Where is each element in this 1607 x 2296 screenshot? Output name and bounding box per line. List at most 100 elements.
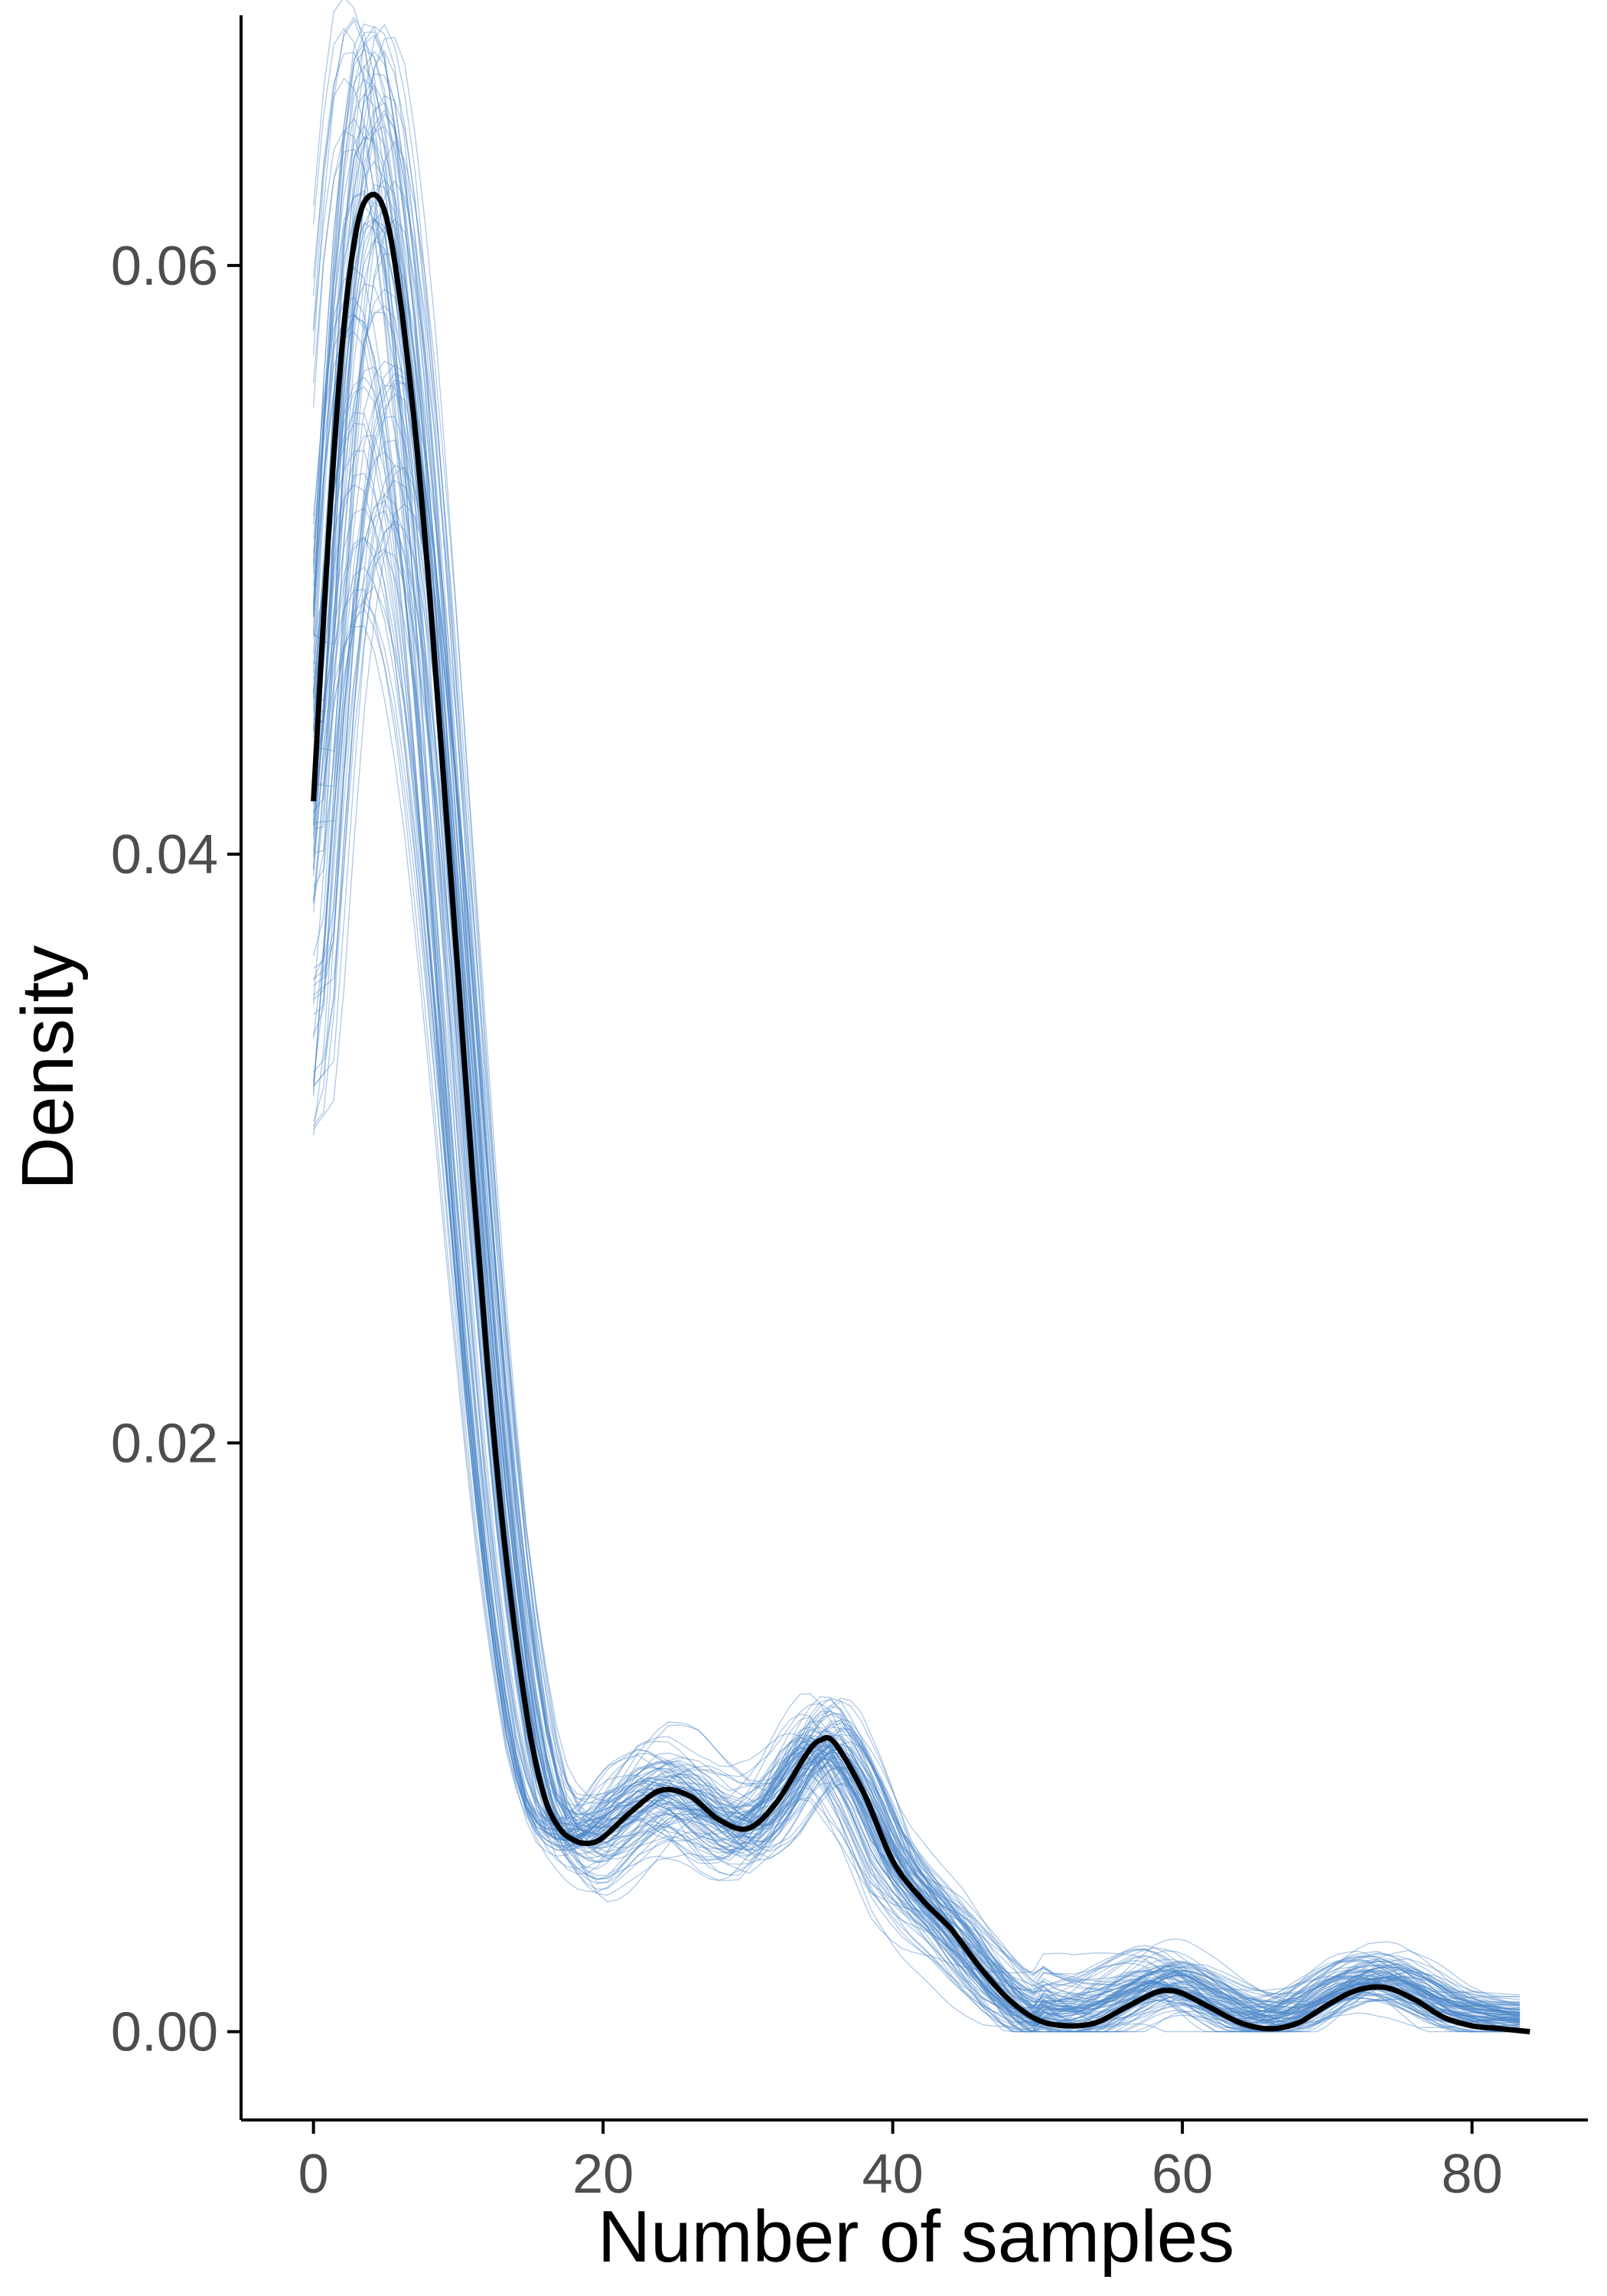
replicate-curve	[312, 0, 1521, 2033]
replicate-curve	[312, 84, 1521, 2033]
replicate-curve	[313, 382, 1521, 2027]
replicate-curve	[312, 136, 1521, 2033]
replicate-curve	[312, 93, 1521, 2033]
replicate-curve	[312, 296, 1521, 2032]
replicate-curve	[312, 550, 1521, 2033]
replicate-curve	[312, 129, 1521, 2033]
replicate-curve	[312, 126, 1521, 2030]
replicate-curve	[312, 123, 1521, 2033]
replicate-curve	[312, 600, 1521, 2030]
replicate-curve	[312, 472, 1521, 2030]
replicate-curve	[312, 19, 1521, 2024]
replicate-curve	[313, 126, 1521, 2027]
replicate-curve	[312, 190, 1521, 2027]
replicate-curve	[312, 222, 1521, 2017]
replicate-curve	[313, 218, 1521, 2025]
y-tick-label: 0.04	[111, 824, 218, 885]
replicate-curve	[312, 422, 1521, 2020]
replicate-curve	[312, 566, 1521, 2033]
x-tick-label: 40	[862, 2144, 924, 2205]
replicate-curve	[312, 51, 1521, 2020]
replicate-curve	[313, 37, 1521, 2033]
replicate-curve	[312, 451, 1521, 2033]
replicate-curve	[312, 283, 1521, 2029]
replicate-curve	[312, 315, 1521, 2033]
replicate-curve	[312, 439, 1521, 2031]
replicate-curve	[312, 204, 1521, 2033]
x-tick-label: 20	[572, 2144, 634, 2205]
replicate-curve	[312, 73, 1521, 2033]
replicate-curve	[313, 227, 1521, 2027]
replicate-density-curves	[312, 0, 1521, 2033]
y-axis-title: Density	[7, 945, 89, 1190]
observed-density-curve	[311, 191, 1530, 2035]
replicate-curve	[313, 465, 1521, 2015]
replicate-curve	[312, 217, 1521, 2033]
replicate-curve	[312, 386, 1521, 2033]
replicate-curve	[312, 331, 1521, 2033]
replicate-curve	[312, 522, 1521, 2033]
replicate-curve	[312, 220, 1521, 2027]
replicate-curve	[312, 435, 1521, 2031]
replicate-curve	[312, 77, 1521, 2023]
replicate-curve	[312, 160, 1521, 2033]
x-axis-ticks: 0 20 40 60 80	[298, 2120, 1503, 2205]
replicate-curve	[313, 288, 1521, 2029]
y-tick-label: 0.02	[111, 1413, 218, 1474]
replicate-curve	[312, 41, 1521, 2033]
replicate-curve	[312, 607, 1521, 2024]
replicate-curve	[313, 253, 1521, 2033]
replicate-curve	[312, 484, 1521, 2032]
replicate-curve	[313, 23, 1521, 2028]
replicate-curve	[313, 113, 1521, 2033]
replicate-curve	[313, 50, 1521, 2025]
replicate-curve	[312, 148, 1521, 2030]
replicate-curve	[312, 238, 1521, 2033]
replicate-curve	[313, 95, 1521, 2014]
replicate-curve	[312, 25, 1521, 2033]
replicate-curve	[312, 510, 1521, 2032]
replicate-curve	[312, 31, 1521, 2027]
replicate-curve	[313, 180, 1521, 2033]
replicate-curve	[313, 503, 1521, 2033]
replicate-curve	[312, 135, 1521, 2024]
replicate-curve	[312, 313, 1521, 2033]
replicate-curve	[313, 109, 1521, 2017]
replicate-curve	[312, 311, 1521, 2033]
replicate-curve	[312, 450, 1521, 2023]
replicate-curve	[313, 520, 1521, 2033]
replicate-curve	[312, 366, 1521, 2020]
replicate-curve	[312, 184, 1521, 2030]
y-tick-label: 0.06	[111, 236, 218, 297]
replicate-curve	[313, 102, 1521, 2033]
y-tick-label: 0.00	[111, 2002, 218, 2063]
replicate-curve	[312, 537, 1521, 2030]
replicate-curve	[312, 28, 1521, 2033]
replicate-curve	[312, 78, 1521, 2033]
replicate-curve	[312, 218, 1521, 2033]
replicate-curve	[312, 117, 1521, 2033]
observed-density-curve-group	[311, 191, 1530, 2035]
replicate-curve	[312, 589, 1521, 2033]
replicate-curve	[312, 507, 1521, 2028]
y-axis-ticks: 0.00 0.02 0.04 0.06	[111, 236, 241, 2063]
replicate-curve	[313, 178, 1521, 2027]
replicate-curve	[312, 51, 1521, 2025]
replicate-curve	[312, 536, 1521, 2023]
replicate-curve	[313, 393, 1521, 2024]
replicate-curve	[313, 373, 1521, 2028]
replicate-curve	[313, 140, 1521, 2033]
replicate-curve	[312, 16, 1521, 2033]
x-tick-label: 60	[1152, 2144, 1213, 2205]
replicate-curve	[312, 48, 1521, 2025]
replicate-curve	[312, 64, 1521, 2027]
x-tick-label: 80	[1442, 2144, 1503, 2205]
x-tick-label: 0	[298, 2144, 329, 2205]
replicate-curve	[312, 314, 1521, 2033]
x-axis-title: Number of samples	[598, 2196, 1234, 2278]
replicate-curve	[312, 201, 1521, 2028]
replicate-curve	[313, 210, 1521, 2031]
replicate-curve	[312, 585, 1521, 2033]
replicate-curve	[312, 34, 1521, 2033]
